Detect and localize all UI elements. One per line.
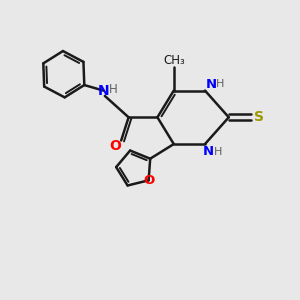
Text: H: H	[214, 147, 222, 157]
Text: H: H	[216, 79, 224, 89]
Text: O: O	[143, 174, 154, 187]
Text: N: N	[98, 84, 109, 98]
Text: S: S	[254, 110, 264, 124]
Text: H: H	[109, 83, 118, 96]
Text: N: N	[206, 77, 217, 91]
Text: CH₃: CH₃	[163, 54, 185, 67]
Text: O: O	[109, 139, 121, 153]
Text: N: N	[203, 145, 214, 158]
